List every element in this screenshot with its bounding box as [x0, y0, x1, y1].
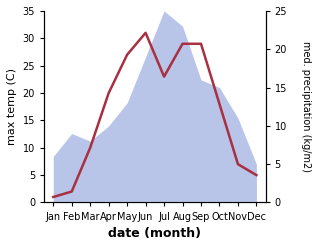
Y-axis label: med. precipitation (kg/m2): med. precipitation (kg/m2)	[301, 41, 311, 172]
Y-axis label: max temp (C): max temp (C)	[7, 68, 17, 145]
X-axis label: date (month): date (month)	[108, 227, 201, 240]
